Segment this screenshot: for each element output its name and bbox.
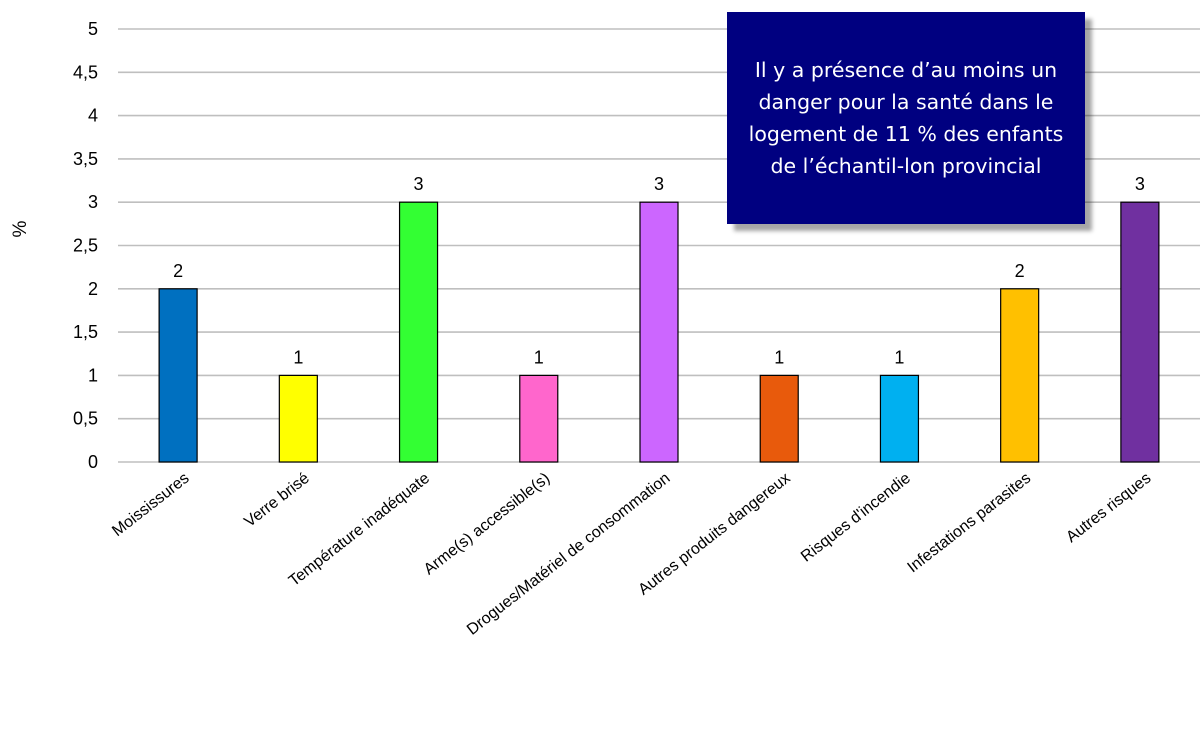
x-tick-label: Drogues/Matériel de consommation xyxy=(464,470,673,639)
y-tick-label: 0,5 xyxy=(73,409,98,429)
bar xyxy=(519,374,559,463)
bar xyxy=(398,201,439,463)
data-label: 2 xyxy=(173,261,183,281)
y-tick-label: 2 xyxy=(88,279,98,299)
x-tick-label: Risques d'incendie xyxy=(798,470,914,566)
bar xyxy=(759,374,799,463)
bar xyxy=(278,374,318,463)
bar xyxy=(1120,201,1160,463)
data-labels: 2 1 3 1 3 1 1 2 3 xyxy=(173,174,1145,367)
data-label: 1 xyxy=(293,347,303,367)
data-label: 3 xyxy=(654,174,664,194)
y-tick-label: 5 xyxy=(88,19,98,39)
y-tick-label: 3,5 xyxy=(73,149,98,169)
y-tick-label: 1,5 xyxy=(73,322,98,342)
bars xyxy=(158,201,1160,463)
y-tick-label: 1 xyxy=(88,365,98,385)
x-tick-label: Moississures xyxy=(109,470,192,540)
y-tick-label: 3 xyxy=(88,192,98,212)
data-label: 1 xyxy=(894,347,904,367)
x-tick-label: Arme(s) accessible(s) xyxy=(421,470,553,579)
y-axis-ticks: 0 0,5 1 1,5 2 2,5 3 3,5 4 4,5 5 xyxy=(73,19,98,472)
data-label: 3 xyxy=(1135,174,1145,194)
bar xyxy=(639,201,679,463)
x-tick-label: Autres risques xyxy=(1063,470,1154,546)
y-tick-label: 4 xyxy=(88,106,98,126)
data-label: 1 xyxy=(534,347,544,367)
y-tick-label: 4,5 xyxy=(73,62,98,82)
x-tick-label: Verre brisé xyxy=(241,470,313,531)
y-tick-label: 2,5 xyxy=(73,236,98,256)
x-tick-label: Température inadéquate xyxy=(286,470,433,590)
y-axis-label: % xyxy=(10,220,31,237)
data-label: 2 xyxy=(1015,261,1025,281)
y-tick-label: 0 xyxy=(88,452,98,472)
data-label: 3 xyxy=(414,174,424,194)
bar xyxy=(1000,288,1040,463)
bar xyxy=(158,288,198,463)
annotation-box: Il y a présence d’au moins un danger pou… xyxy=(727,12,1085,224)
data-label: 1 xyxy=(774,347,784,367)
annotation-text: Il y a présence d’au moins un danger pou… xyxy=(748,58,1064,178)
x-tick-label: Infestations parasites xyxy=(905,470,1035,576)
bar xyxy=(879,374,920,463)
